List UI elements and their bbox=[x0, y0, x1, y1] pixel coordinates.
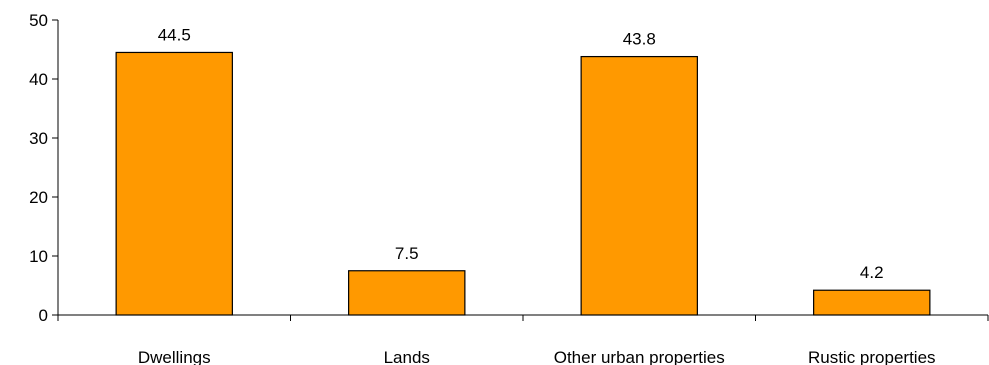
category-label: Other urban properties bbox=[554, 348, 725, 365]
y-tick-label: 30 bbox=[29, 129, 48, 148]
x-axis bbox=[57, 314, 989, 321]
category-labels: Dwellings Lands Other urban properties Rust… bbox=[138, 348, 936, 365]
category-label: Rustic properties bbox=[808, 348, 936, 365]
bars bbox=[115, 51, 931, 316]
data-labels: 44.5 7.5 43.8 4.2 bbox=[158, 25, 884, 282]
bar bbox=[348, 270, 466, 316]
y-tick-label: 50 bbox=[29, 11, 48, 30]
data-label: 44.5 bbox=[158, 25, 191, 44]
y-axis: 0 10 20 30 40 50 bbox=[29, 11, 59, 325]
data-label: 4.2 bbox=[860, 263, 884, 282]
data-label: 7.5 bbox=[395, 244, 419, 263]
category-label: Dwellings bbox=[138, 348, 211, 365]
y-tick-label: 10 bbox=[29, 247, 48, 266]
category-label: Lands bbox=[384, 348, 430, 365]
y-tick-label: 40 bbox=[29, 70, 48, 89]
bar bbox=[580, 55, 698, 316]
data-label: 43.8 bbox=[623, 30, 656, 49]
bar bbox=[115, 51, 233, 316]
y-tick-label: 20 bbox=[29, 188, 48, 207]
y-tick-label: 0 bbox=[39, 306, 48, 325]
bar bbox=[813, 289, 931, 316]
